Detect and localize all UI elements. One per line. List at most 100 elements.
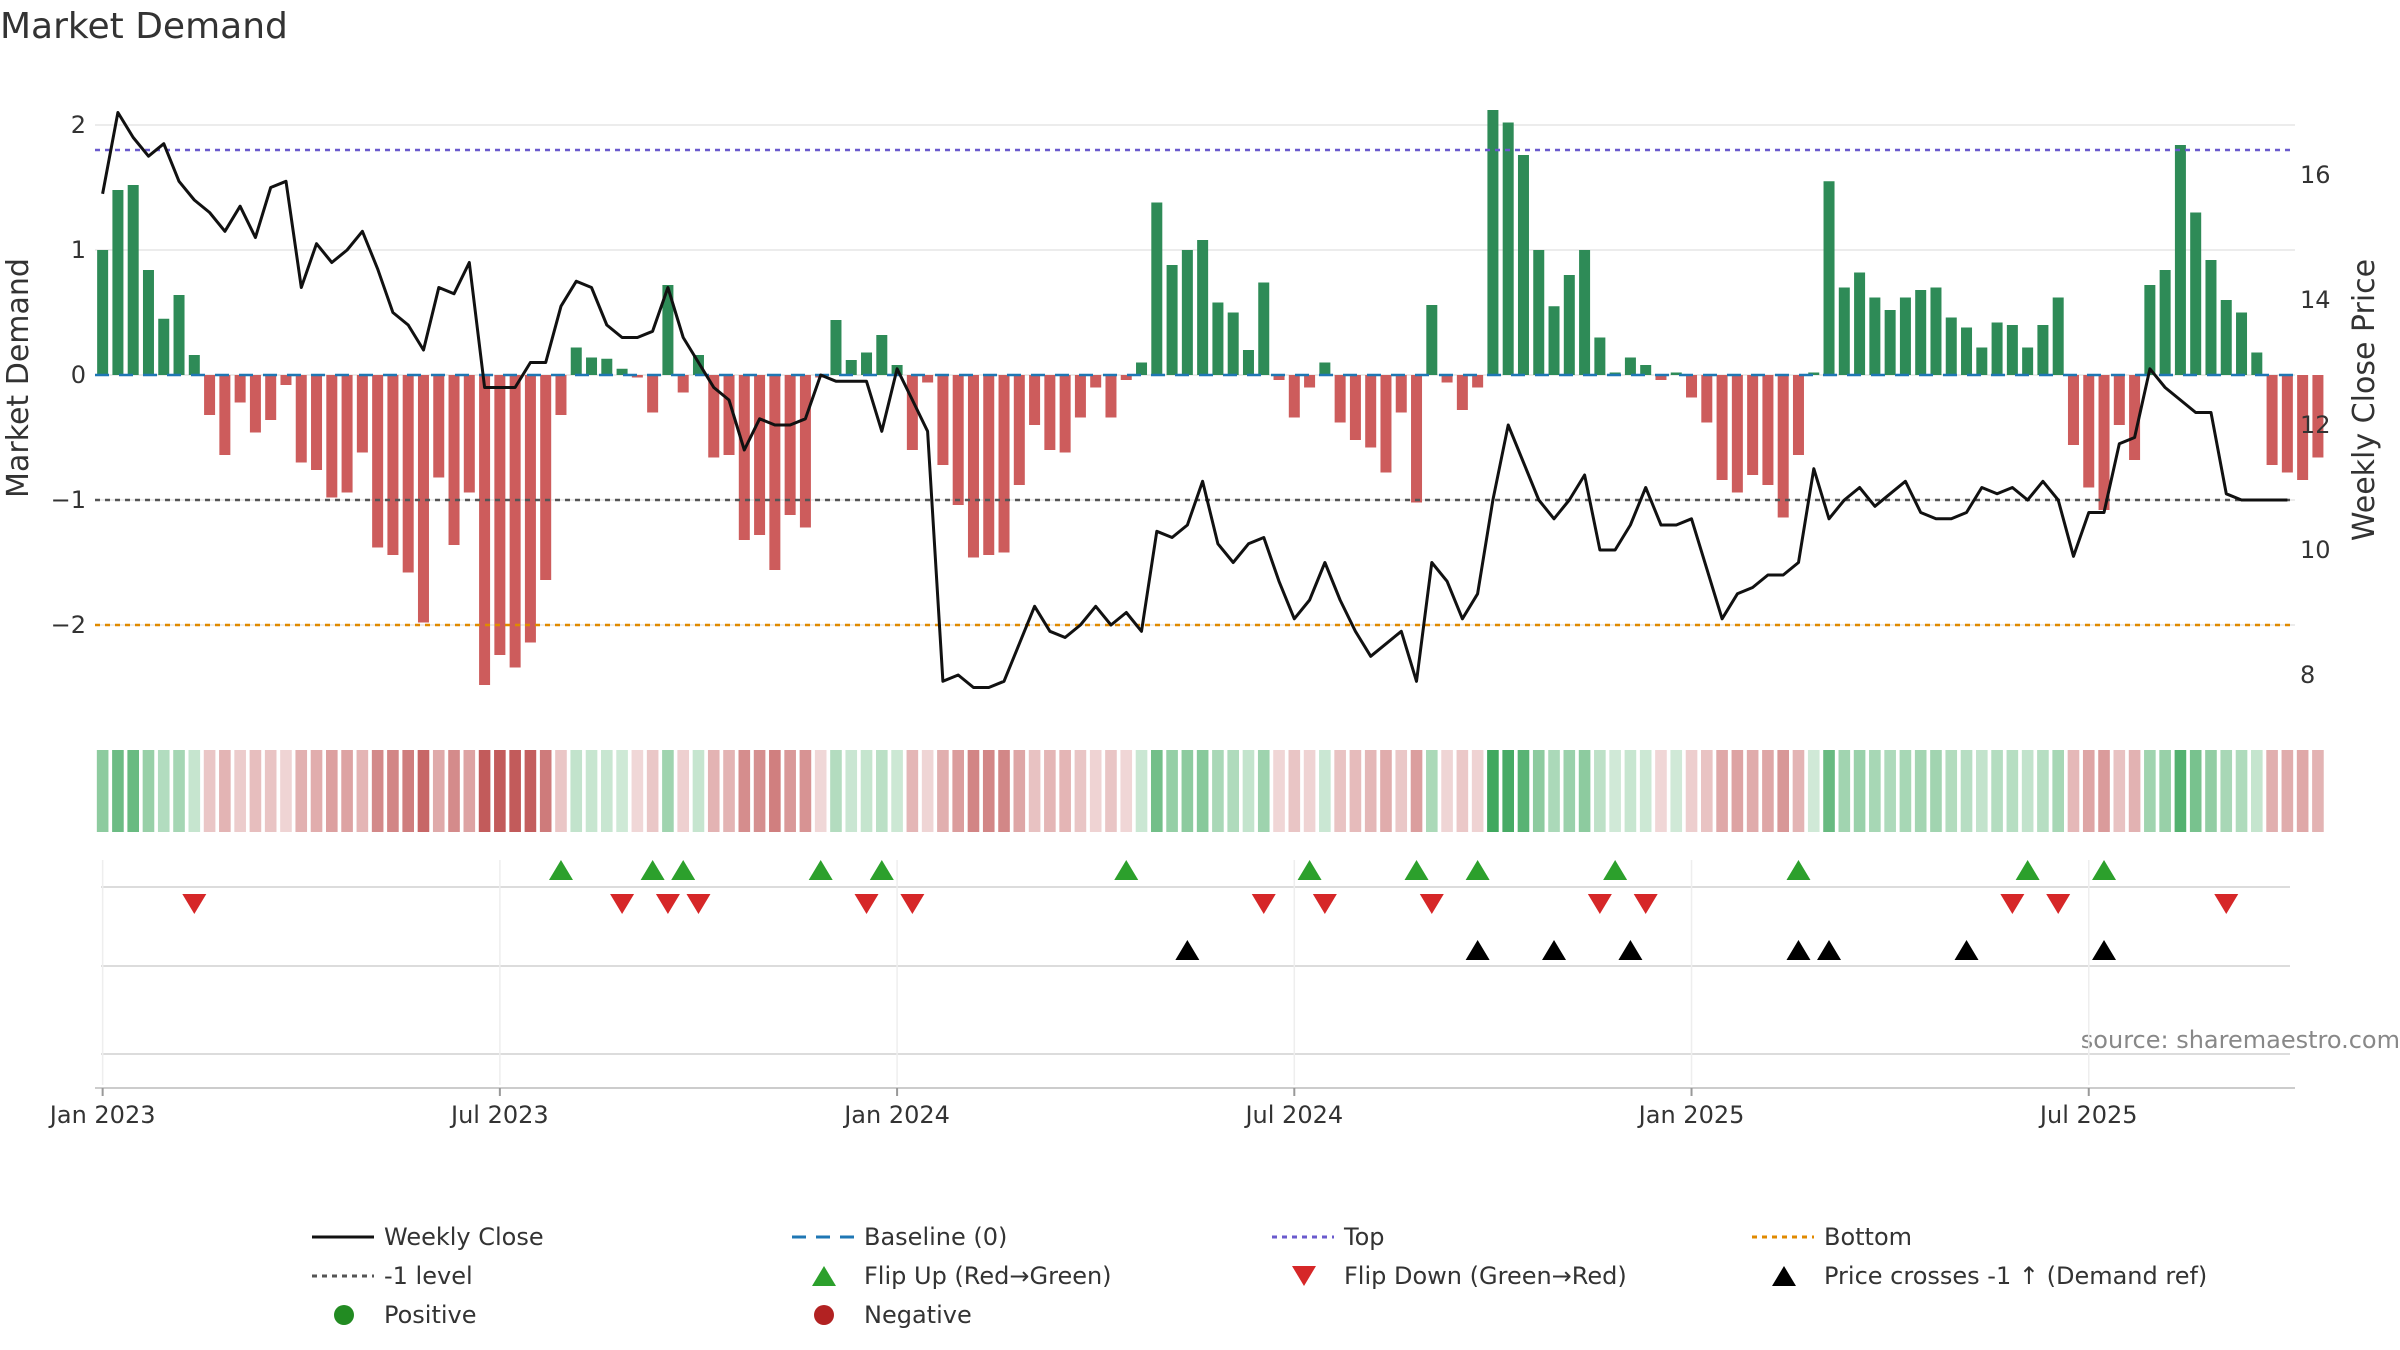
left-axis-label: Market Demand [1,258,36,498]
flip-up-marker [548,860,573,880]
strip-cell [2159,750,2171,832]
demand-bar [1945,317,1957,375]
strip-cell [662,750,674,832]
demand-bar [830,320,842,375]
strip-cell [2037,750,2049,832]
demand-bar [1395,375,1407,413]
strip-cell [1777,750,1789,832]
legend-swatch [812,1266,836,1286]
demand-bar [1181,250,1193,375]
flip-down-marker [1633,894,1658,914]
strip-cell [601,750,613,832]
flip-down-marker [655,894,680,914]
right-tick-label: 10 [2300,536,2331,564]
demand-bar [2190,212,2202,375]
strip-cell [723,750,735,832]
strip-cell [173,750,185,832]
legend-swatch [1772,1266,1796,1286]
legend-label: Flip Down (Green→Red) [1344,1262,1627,1290]
legend-label: Bottom [1824,1223,1912,1251]
strip-cell [1151,750,1163,832]
strip-cell [2205,750,2217,832]
strip-cell [769,750,781,832]
strip-cell [845,750,858,832]
demand-bar [1411,375,1423,503]
left-tick-label: 2 [71,111,86,139]
demand-bar [1013,375,1025,485]
strip-cell [1441,750,1453,832]
flip-up-marker [1297,860,1322,880]
demand-bar [433,375,445,478]
strip-cell [2006,750,2019,832]
strip-cell [1823,750,1835,832]
strip-cell [1471,750,1484,832]
demand-bar [1976,347,1988,375]
right-tick-label: 12 [2300,411,2331,439]
flip-down-marker [2046,894,2071,914]
demand-bar [708,375,720,458]
demand-bar [1640,365,1652,375]
demand-bar [998,375,1010,553]
strip-cell [1639,750,1652,832]
demand-bar [1762,375,1774,485]
strip-cell [1991,750,2003,832]
flip-up-marker [2092,860,2117,880]
right-tick-label: 16 [2300,161,2331,189]
demand-bar [1930,287,1942,375]
strip-cell [2144,750,2156,832]
cross-up-marker [1175,940,1200,960]
demand-bar [1456,375,1468,410]
demand-bar [1044,375,1056,450]
strip-cell [371,750,384,832]
demand-bar [1151,202,1163,375]
strip-cell [310,750,323,832]
strip-cell [1319,750,1331,832]
demand-bar [1227,312,1239,375]
demand-bar [967,375,979,558]
demand-bar [662,285,674,375]
source-label: source: sharemaestro.com [2081,1026,2400,1054]
flip-down-marker [854,894,879,914]
flip-up-marker [640,860,665,880]
demand-bar [1594,337,1606,375]
demand-bar [1472,375,1484,388]
strip-cell [830,750,842,832]
demand-bar [311,375,323,470]
demand-bar [1731,375,1743,493]
demand-bar [2022,347,2034,375]
strip-cell [799,750,812,832]
strip-cell [1945,750,1958,832]
strip-cell [1548,750,1560,832]
strip-cell [1227,750,1239,832]
strip-cell [1273,750,1285,832]
strip-cell [1135,750,1148,832]
demand-bar [249,375,261,433]
demand-bar [2220,300,2232,375]
demand-bar [97,250,109,375]
cross-up-marker [1542,940,1567,960]
cross-up-marker [1465,940,1490,960]
strip-cell [1609,750,1621,832]
strip-cell [646,750,659,832]
strip-cell [1746,750,1759,832]
demand-bar [1716,375,1728,480]
strip-cell [264,750,277,832]
strip-cell [2082,750,2095,832]
strip-cell [326,750,338,832]
strip-cell [1380,750,1392,832]
demand-bar [127,185,139,375]
strip-cell [142,750,155,832]
strip-cell [432,750,445,832]
strip-cell [631,750,644,832]
strip-cell [188,750,201,832]
strip-cell [1685,750,1698,832]
demand-bar [1349,375,1361,440]
right-axis-ticks: 16 14 12 10 8 [2300,161,2331,689]
demand-bar [2236,312,2248,375]
x-tick-label: Jul 2025 [2038,1101,2138,1129]
demand-bar [2129,375,2141,460]
demand-bar [1884,310,1896,375]
demand-bar [204,375,216,415]
chart-title: Market Demand [0,6,288,47]
